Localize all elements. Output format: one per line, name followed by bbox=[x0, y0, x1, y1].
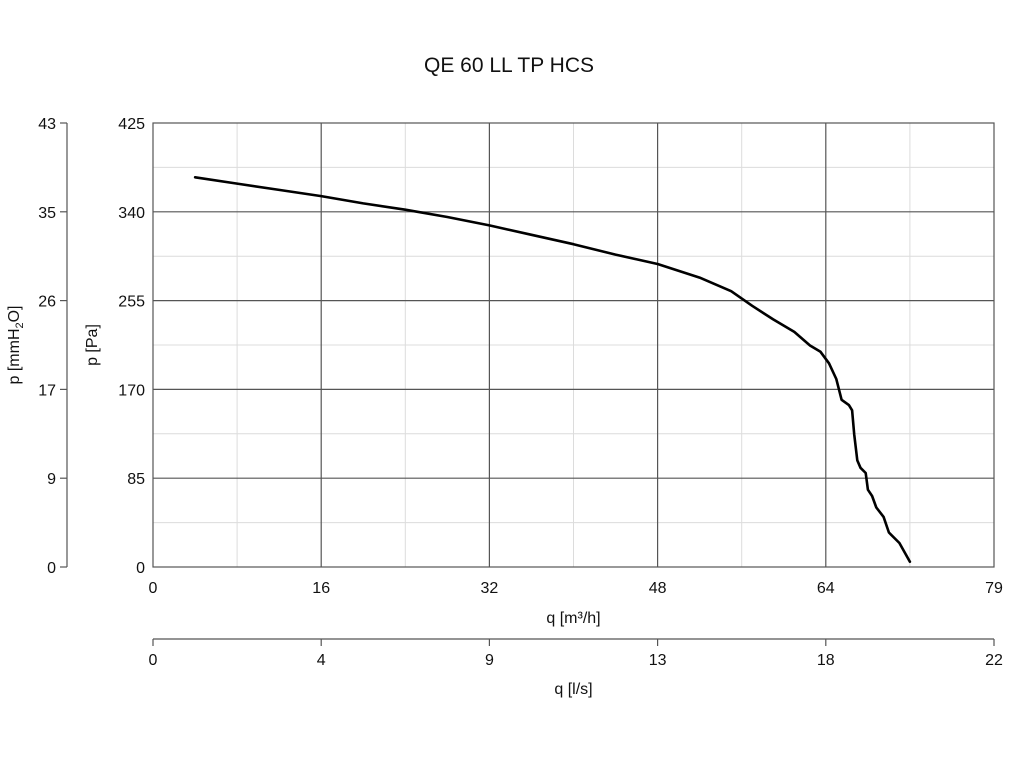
y2-tick-label: 35 bbox=[38, 205, 56, 222]
x-tick-label: 16 bbox=[312, 580, 330, 597]
x2-axis-label: q [l/s] bbox=[554, 681, 592, 698]
marks bbox=[193, 176, 912, 564]
y-tick-label: 85 bbox=[127, 471, 145, 488]
y-axis-label: p [Pa] bbox=[84, 324, 101, 366]
y2-tick-label: 43 bbox=[38, 116, 56, 133]
y2-axis-label: p [mmH2O] bbox=[6, 305, 26, 384]
grid-minor bbox=[153, 123, 994, 567]
y2-tick-label: 9 bbox=[47, 471, 56, 488]
x-tick-label: 79 bbox=[985, 580, 1003, 597]
x2-tick-label: 22 bbox=[985, 652, 1003, 669]
y-tick-label: 340 bbox=[118, 205, 145, 222]
x2-tick-label: 13 bbox=[649, 652, 667, 669]
x-tick-label: 0 bbox=[149, 580, 158, 597]
axes: 0 16 32 48 64 79 q [m³/h] 0 4 9 13 18 22 q [l/s] 0 85 17… bbox=[6, 116, 1003, 698]
y-tick-label: 425 bbox=[118, 116, 145, 133]
y2-tick-label: 17 bbox=[38, 382, 56, 399]
chart-title: QE 60 LL TP HCS bbox=[424, 54, 594, 77]
y-tick-label: 255 bbox=[118, 294, 145, 311]
x-tick-label: 32 bbox=[481, 580, 499, 597]
x-axis-label: q [m³/h] bbox=[546, 610, 600, 627]
x2-tick-label: 18 bbox=[817, 652, 835, 669]
x2-tick-label: 4 bbox=[317, 652, 326, 669]
x-tick-label: 64 bbox=[817, 580, 835, 597]
y-tick-label: 170 bbox=[118, 382, 145, 399]
x2-tick-label: 0 bbox=[149, 652, 158, 669]
x2-tick-label: 9 bbox=[485, 652, 494, 669]
y-tick-label: 0 bbox=[136, 560, 145, 577]
y2-axis-label-part: O] bbox=[6, 305, 23, 322]
series-line-0 bbox=[193, 176, 912, 564]
plot-frame bbox=[152, 122, 995, 568]
x-tick-label: 48 bbox=[649, 580, 667, 597]
y2-axis-label-part: p [mmH bbox=[6, 329, 23, 385]
y2-axis-label-sub: 2 bbox=[14, 322, 26, 328]
y2-tick-label: 0 bbox=[47, 560, 56, 577]
y2-tick-label: 26 bbox=[38, 294, 56, 311]
